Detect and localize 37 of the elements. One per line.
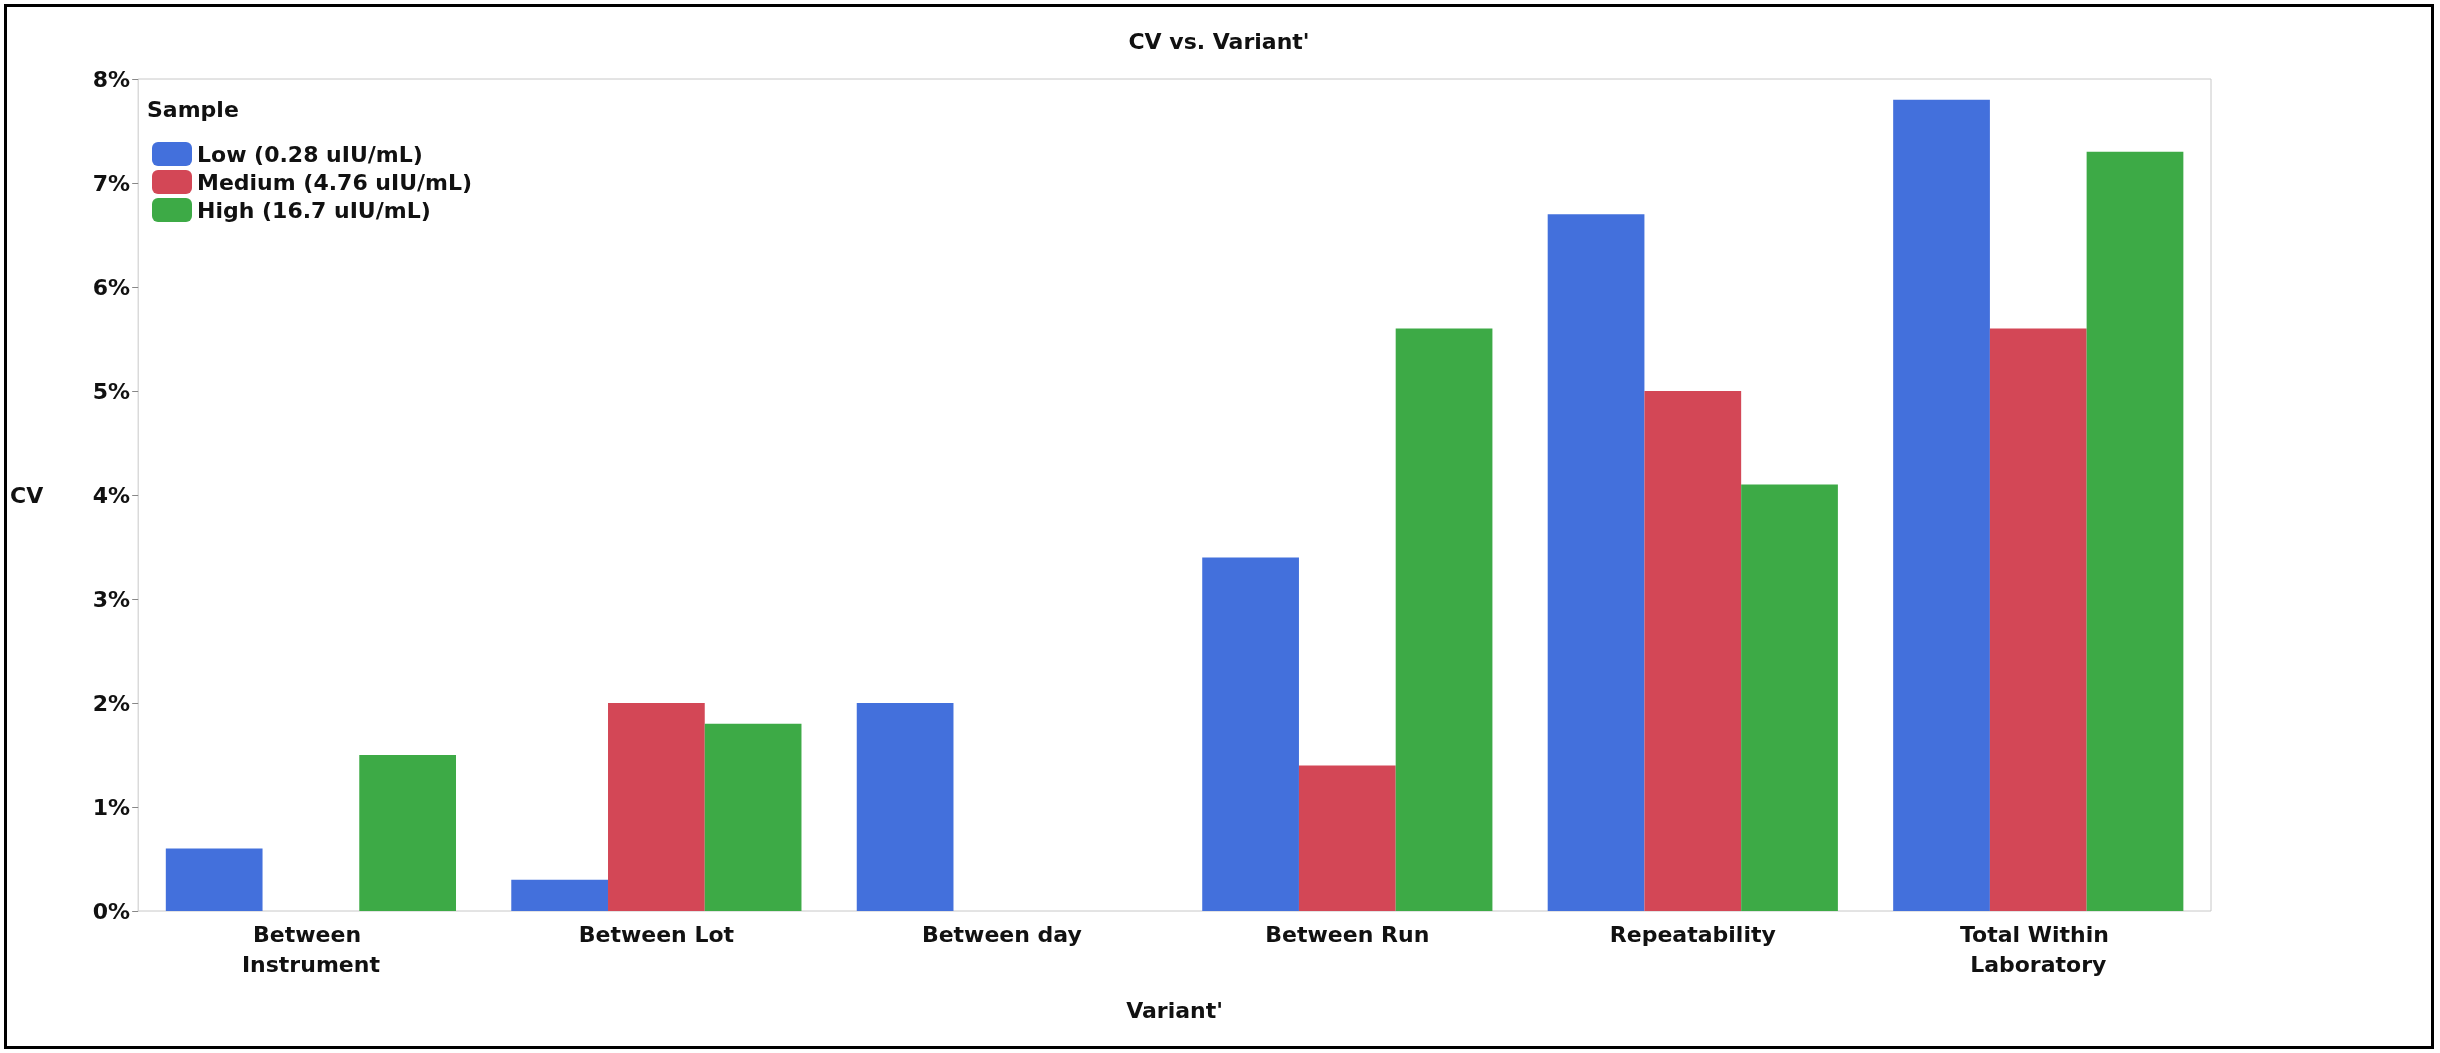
x-tick-label: Between Run [1265,921,1430,947]
bar [1202,557,1299,911]
bar [359,755,457,911]
bar [1893,99,1990,911]
y-tick-label: 0% [92,898,131,924]
y-tick-label: 7% [92,170,131,196]
legend-title: Sample [147,96,239,122]
bar [1395,328,1493,911]
bar [704,723,802,911]
y-axis-title: CV [10,482,44,508]
bar [1547,214,1645,911]
x-tick-label: Total Within Laboratory [1959,921,2117,977]
y-tick-label: 6% [92,274,131,300]
bar [511,879,609,911]
legend-label: Low (0.28 uIU/mL) [197,141,423,167]
y-tick-label: 8% [92,66,131,92]
x-tick-label: Between Lot [578,921,735,947]
bar [856,703,954,911]
bar [1741,484,1838,911]
bar [165,848,263,911]
bar [1644,391,1742,911]
y-tick-label: 1% [92,794,131,820]
bar [1298,765,1396,911]
legend-label: Medium (4.76 uIU/mL) [197,169,473,195]
x-tick-label: Repeatability [1609,921,1776,947]
bar [1989,328,2087,911]
legend-label: High (16.7 uIU/mL) [197,197,431,223]
x-axis-title: Variant' [1126,997,1223,1023]
y-tick-label: 4% [92,482,131,508]
x-tick-label: Between Instrument [241,921,381,977]
chart-title: CV vs. Variant' [1128,28,1310,54]
bar [2086,151,2184,911]
y-tick-label: 5% [92,378,131,404]
y-tick-label: 2% [92,690,131,716]
x-tick-label: Between day [921,921,1082,947]
bar [608,703,705,911]
y-tick-label: 3% [92,586,131,612]
